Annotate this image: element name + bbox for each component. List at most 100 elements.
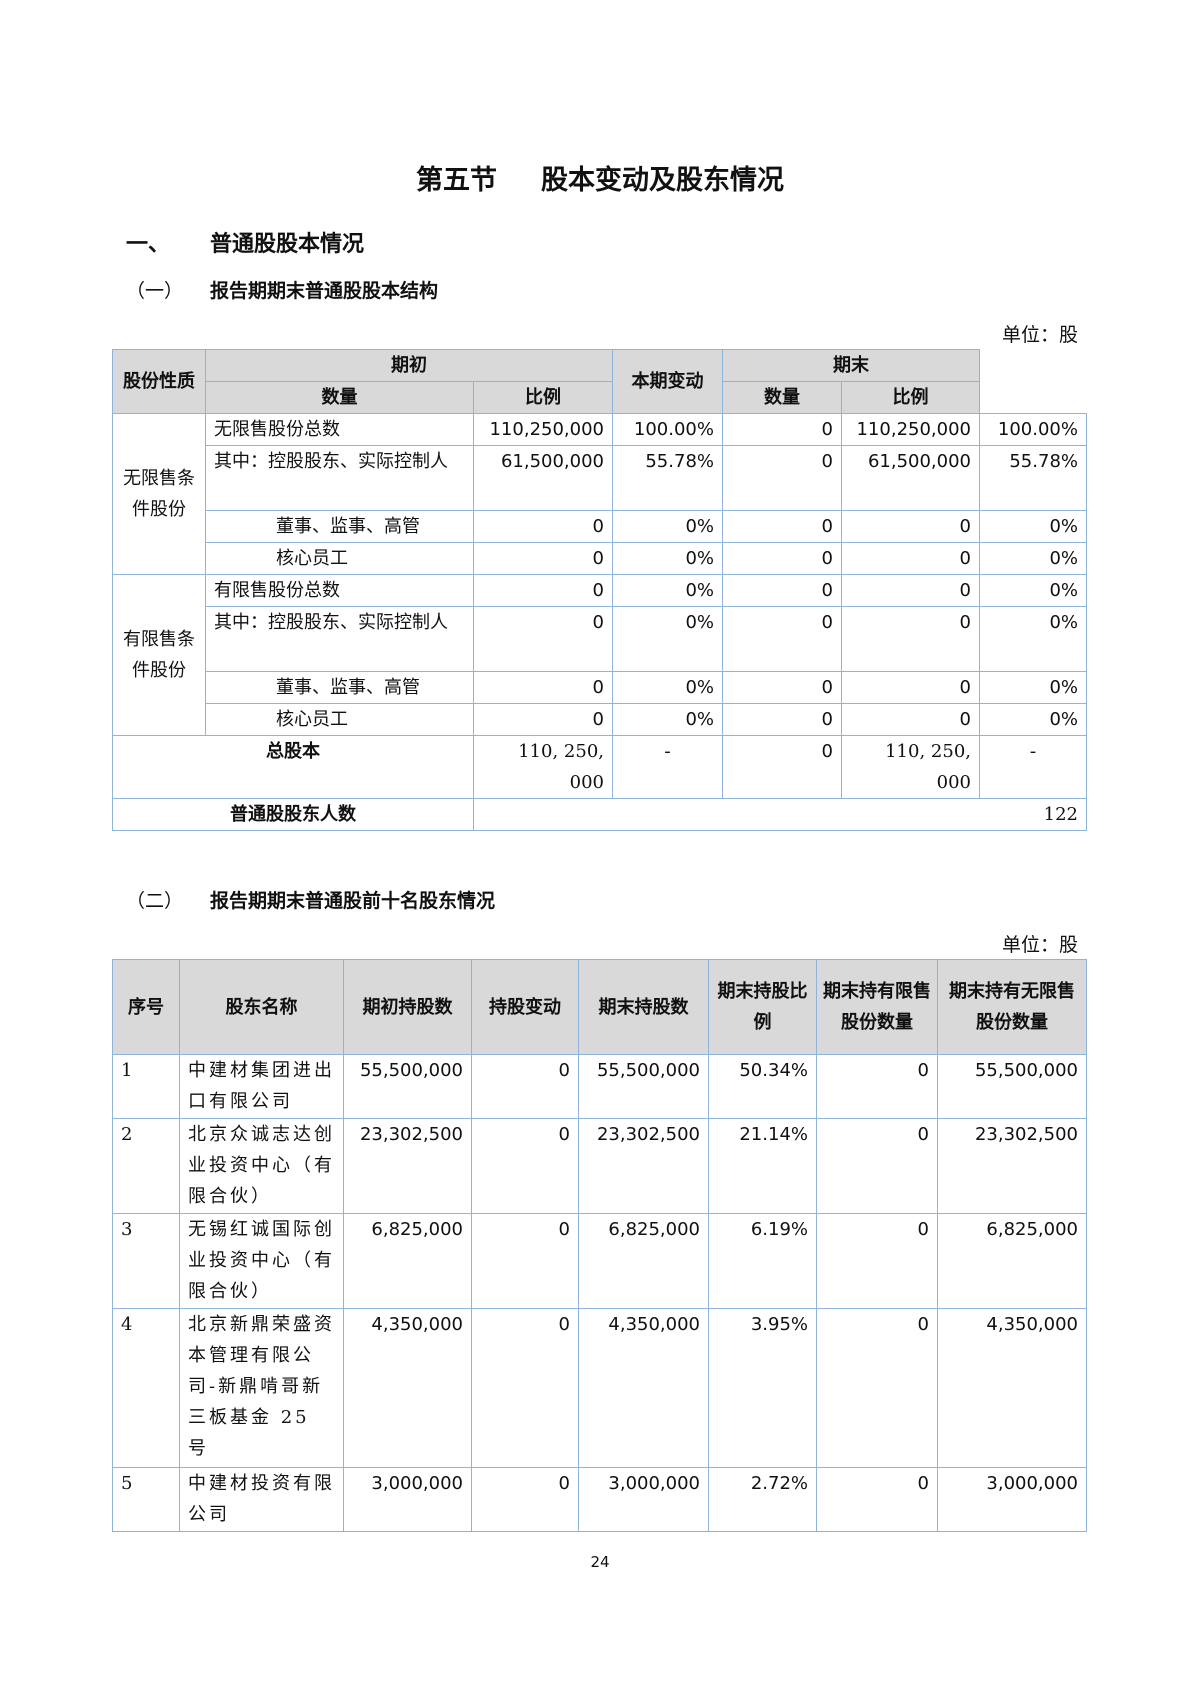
cell-eq: 0: [841, 606, 980, 672]
table-row: 有限售条件股份 有限售股份总数 0 0% 0 0 0%: [112, 574, 1087, 736]
cell-br: 0%: [612, 703, 723, 736]
shareholder-row: 4 北京新鼎荣盛资本管理有限公司-新鼎啃哥新三板基金 25 号 4,350,000 0…: [112, 1308, 1087, 1468]
cell-no: 1: [112, 1054, 180, 1119]
row-label: 有限售股份总数: [205, 574, 474, 607]
cell-restricted: 0: [816, 1118, 938, 1214]
column-header: 期初持股数: [343, 959, 472, 1055]
column-header: 序号: [112, 959, 180, 1055]
page-number: 24: [590, 1553, 610, 1571]
column-header: 期末持有无限售股份数量: [937, 959, 1087, 1055]
header-qty: 数量: [205, 381, 474, 414]
table-row: 无限售条件股份 无限售股份总数 110,250,000 100.00% 0 110,250…: [112, 413, 1087, 575]
header-begin: 期初: [205, 349, 613, 382]
header-change: 本期变动: [612, 349, 723, 414]
cell-ch: 0: [722, 445, 842, 511]
subsection-heading-2: （二） 报告期期末普通股前十名股东情况: [126, 890, 496, 912]
cell-bq: 61,500,000: [473, 445, 613, 511]
cell-eq: 110,250,000: [841, 413, 980, 446]
shareholder-row: 5 中建材投资有限公司 3,000,000 0 3,000,000 2.72% 0 3,000…: [112, 1467, 1087, 1532]
cell-no: 2: [112, 1118, 180, 1214]
cell-unrestricted: 23,302,500: [937, 1118, 1087, 1214]
group-label: 有限售条件股份: [112, 574, 206, 736]
table-row: 核心员工 0 0% 0 0 0%: [113, 703, 1087, 736]
table-row: 其中：控股股东、实际控制人 0 0% 0 0 0%: [113, 606, 1087, 672]
cell-end: 23,302,500: [578, 1118, 709, 1214]
cell-change: 0: [471, 1467, 579, 1532]
cell-er: 100.00%: [979, 413, 1087, 446]
column-header: 期末持股比例: [708, 959, 817, 1055]
cell-name: 中建材集团进出口有限公司: [179, 1054, 344, 1119]
cell-er: 0%: [979, 574, 1087, 607]
cell-end: 4,350,000: [578, 1308, 709, 1468]
cell-bq: 0: [473, 606, 613, 672]
cell-er: 0%: [979, 703, 1087, 736]
cell-br: 0%: [612, 542, 723, 575]
cell-change: 0: [471, 1308, 579, 1468]
column-header: 期末持股数: [578, 959, 709, 1055]
cell-ratio: 6.19%: [708, 1213, 817, 1309]
shareholder-row: 1 中建材集团进出口有限公司 55,500,000 0 55,500,000 50.34%…: [112, 1054, 1087, 1119]
cell-end: 6,825,000: [578, 1213, 709, 1309]
cell-ch: 0: [722, 703, 842, 736]
row-label: 核心员工: [205, 542, 474, 575]
header-ratio: 比例: [473, 381, 613, 414]
cell-name: 无锡红诚国际创业投资中心（有限合伙）: [179, 1213, 344, 1309]
cell-bq: 0: [473, 542, 613, 575]
share-structure-table: 股份性质 期初 本期变动 期末 数量 比例 数量 比例 无限售条件股份 无限售股份…: [112, 349, 1087, 831]
cell-name: 北京新鼎荣盛资本管理有限公司-新鼎啃哥新三板基金 25 号: [179, 1308, 344, 1468]
cell-ch: 0: [722, 510, 842, 543]
table-row: 其中：控股股东、实际控制人 61,500,000 55.78% 0 61,500,000…: [113, 445, 1087, 511]
cell-unrestricted: 6,825,000: [937, 1213, 1087, 1309]
page-title: 第五节 股本变动及股东情况: [416, 165, 784, 196]
cell-ch: 0: [722, 574, 842, 607]
cell-restricted: 0: [816, 1467, 938, 1532]
cell-er: 0%: [979, 510, 1087, 543]
cell-restricted: 0: [816, 1308, 938, 1468]
cell-er: 55.78%: [979, 445, 1087, 511]
section-heading: 一、 普通股股本情况: [126, 232, 365, 257]
group-label: 无限售条件股份: [112, 413, 206, 575]
row-label: 无限售股份总数: [205, 413, 474, 446]
cell-change: 0: [471, 1213, 579, 1309]
cell-br: 0%: [612, 574, 723, 607]
holders-row: 普通股股东人数 122: [112, 798, 1087, 831]
cell-ch: 0: [722, 542, 842, 575]
row-label: 董事、监事、高管: [205, 510, 474, 543]
table-row: 董事、监事、高管 0 0% 0 0 0%: [113, 671, 1087, 704]
cell-name: 北京众诚志达创业投资中心（有限合伙）: [179, 1118, 344, 1214]
cell-er: 0%: [979, 542, 1087, 575]
cell-bq: 0: [473, 703, 613, 736]
row-label: 其中：控股股东、实际控制人: [205, 445, 474, 511]
cell-ratio: 50.34%: [708, 1054, 817, 1119]
header-nature: 股份性质: [112, 349, 206, 414]
cell-no: 3: [112, 1213, 180, 1309]
column-header: 期末持有限售股份数量: [816, 959, 938, 1055]
cell-br: 0%: [612, 606, 723, 672]
top-shareholders-table: 序号 股东名称 期初持股数 持股变动 期末持股数 期末持股比例 期末持有限售股份数量 期末持有…: [112, 959, 1087, 1532]
cell-ratio: 2.72%: [708, 1467, 817, 1532]
cell-br: 0%: [612, 510, 723, 543]
cell-begin: 3,000,000: [343, 1467, 472, 1532]
row-label: 核心员工: [205, 703, 474, 736]
cell-begin: 6,825,000: [343, 1213, 472, 1309]
cell-unrestricted: 3,000,000: [937, 1467, 1087, 1532]
column-header: 持股变动: [471, 959, 579, 1055]
cell-ratio: 21.14%: [708, 1118, 817, 1214]
cell-eq: 0: [841, 542, 980, 575]
cell-begin: 23,302,500: [343, 1118, 472, 1214]
cell-eq: 0: [841, 703, 980, 736]
table-row: 核心员工 0 0% 0 0 0%: [113, 542, 1087, 575]
cell-begin: 55,500,000: [343, 1054, 472, 1119]
cell-bq: 0: [473, 671, 613, 704]
cell-end: 55,500,000: [578, 1054, 709, 1119]
cell-unrestricted: 4,350,000: [937, 1308, 1087, 1468]
cell-end: 3,000,000: [578, 1467, 709, 1532]
cell-br: 55.78%: [612, 445, 723, 511]
cell-ratio: 3.95%: [708, 1308, 817, 1468]
shareholder-row: 3 无锡红诚国际创业投资中心（有限合伙） 6,825,000 0 6,825,000 6.…: [112, 1213, 1087, 1309]
cell-no: 5: [112, 1467, 180, 1532]
cell-change: 0: [471, 1054, 579, 1119]
column-header: 股东名称: [179, 959, 344, 1055]
unit-label-1: 单位：股: [1001, 324, 1078, 346]
total-row: 总股本 110, 250, 000 - 0 110, 250, 000 -: [112, 735, 1087, 799]
